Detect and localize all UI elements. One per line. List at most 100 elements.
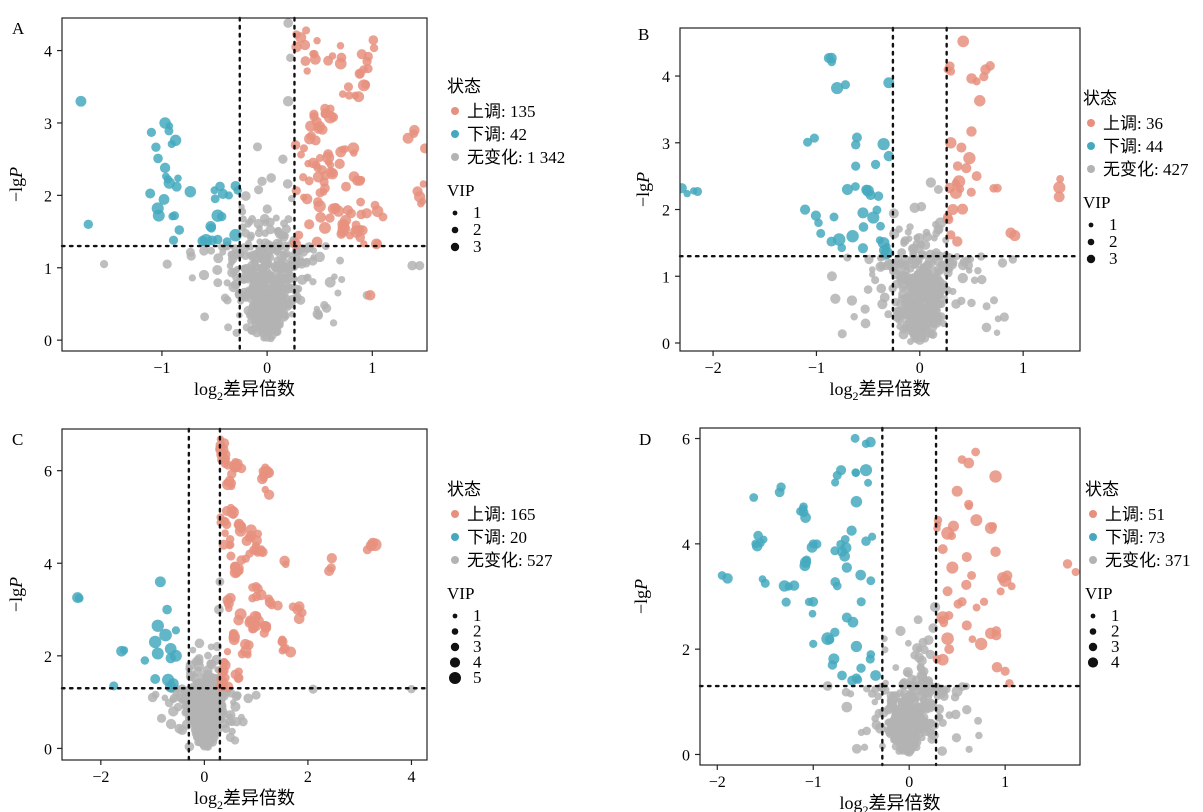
point-down	[751, 540, 763, 552]
y-axis-title: −lgP	[6, 167, 26, 202]
point-up	[956, 184, 965, 194]
point-none	[282, 179, 293, 189]
point-up	[229, 511, 238, 519]
point-up	[1056, 175, 1065, 183]
vip-legend: VIP 123	[447, 181, 482, 256]
point-none	[252, 142, 263, 152]
vip-size-swatch	[452, 210, 458, 216]
point-none	[887, 721, 895, 728]
point-none	[863, 285, 873, 294]
point-none	[886, 729, 894, 737]
point-none	[212, 706, 220, 714]
point-none	[245, 290, 253, 299]
plot-frame	[679, 27, 1081, 352]
point-up	[966, 73, 977, 84]
point-up	[278, 646, 287, 655]
point-up	[419, 180, 427, 188]
point-up	[419, 143, 427, 154]
point-none	[278, 285, 288, 294]
point-down	[689, 187, 698, 195]
point-none	[241, 269, 252, 281]
point-up	[944, 611, 954, 620]
point-none	[906, 223, 914, 231]
point-down	[162, 604, 172, 615]
legend-swatch-up	[451, 107, 459, 115]
point-none	[982, 302, 991, 311]
point-none	[169, 693, 179, 703]
point-none	[977, 252, 986, 261]
point-none	[161, 694, 169, 702]
point-up	[237, 649, 247, 659]
point-up	[340, 222, 350, 232]
volcano-panel-c: C −2 0 2 4 0 2 4 6 log2差异倍数 −lgP 状态 上调: 165 下调: 20 无变化…	[0, 405, 640, 812]
point-none	[221, 724, 231, 733]
point-none	[913, 702, 924, 712]
legend-swatch-up	[451, 510, 459, 518]
point-up	[317, 124, 328, 135]
vip-size-label: 2	[1109, 232, 1118, 251]
point-down	[151, 619, 164, 632]
point-none	[200, 741, 209, 751]
point-none	[199, 673, 208, 682]
panel-letter: D	[639, 430, 651, 449]
point-up	[219, 676, 227, 684]
legend-swatch-none	[451, 556, 459, 564]
point-none	[261, 219, 270, 227]
point-none	[278, 295, 286, 303]
point-down	[158, 194, 170, 205]
point-none	[196, 715, 207, 726]
y-tick-label: 0	[44, 333, 52, 350]
point-up	[297, 608, 307, 618]
point-none	[919, 734, 926, 742]
point-none	[908, 321, 917, 330]
point-up	[970, 514, 983, 527]
point-none	[252, 299, 261, 308]
point-down	[159, 628, 172, 642]
point-down	[148, 635, 162, 649]
point-down	[851, 132, 862, 143]
point-down	[877, 137, 890, 151]
point-up	[956, 142, 967, 153]
point-up	[952, 161, 963, 171]
point-up	[344, 91, 354, 100]
point-up	[299, 39, 311, 51]
point-none	[920, 318, 930, 328]
point-up	[239, 638, 251, 650]
point-none	[924, 688, 935, 698]
point-none	[294, 247, 303, 257]
legend-swatch-up	[1087, 119, 1095, 127]
legend-swatch-down	[451, 533, 459, 541]
point-none	[286, 274, 296, 283]
point-up	[300, 193, 308, 201]
point-none	[896, 733, 904, 741]
point-none	[898, 284, 906, 292]
point-up	[964, 502, 973, 511]
point-down	[868, 532, 877, 541]
point-none	[213, 253, 224, 264]
volcano-panel-a: A −1 0 1 0 1 2 3 4 log2差异倍数 −lgP 状态 上调: 135 下调: 42 无变化…	[0, 0, 640, 410]
vip-size-label: 2	[473, 220, 482, 239]
point-none	[321, 303, 332, 313]
point-none	[407, 684, 416, 694]
point-none	[99, 259, 109, 269]
point-up	[991, 630, 1002, 641]
point-up	[226, 503, 235, 512]
point-down	[858, 222, 869, 232]
point-none	[313, 305, 321, 313]
point-none	[922, 232, 933, 242]
legend-swatch-down	[451, 130, 459, 138]
point-none	[953, 253, 961, 261]
x-axis-title: log2差异倍数	[194, 788, 295, 812]
point-up	[989, 184, 999, 193]
point-down	[168, 235, 179, 245]
y-tick-label: 0	[44, 741, 52, 758]
point-none	[999, 312, 1009, 322]
point-down	[853, 675, 863, 684]
point-down	[826, 236, 837, 247]
point-none	[204, 651, 212, 660]
point-none	[273, 227, 282, 236]
y-tick-label: 6	[44, 464, 52, 481]
x-tick-label: 4	[407, 769, 415, 786]
